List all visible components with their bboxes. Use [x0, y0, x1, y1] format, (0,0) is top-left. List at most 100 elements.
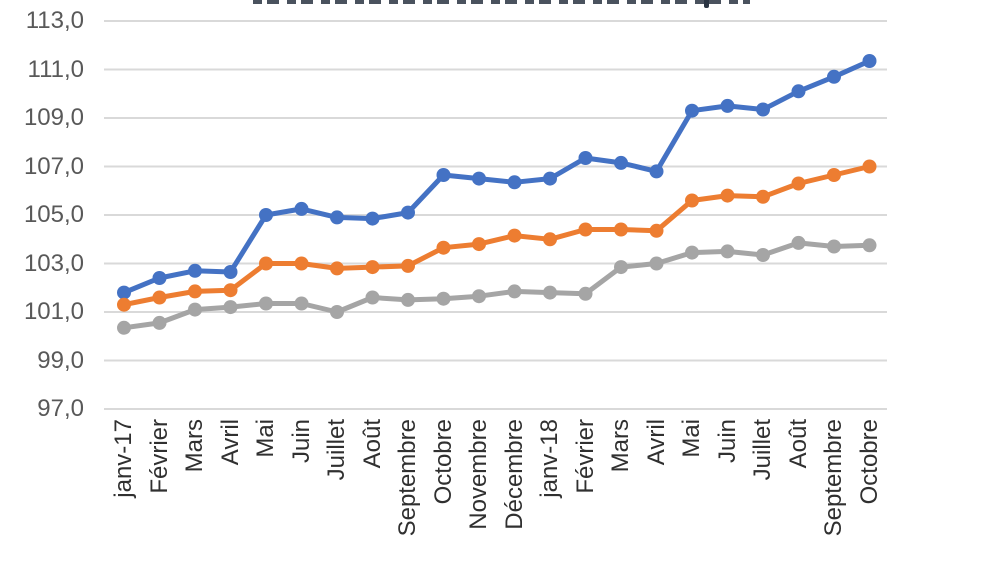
serie-orange-marker: [436, 240, 451, 255]
serie-bleue-marker: [117, 285, 131, 300]
y-tick-label: 113,0: [25, 7, 84, 34]
truncated-chart-title-descender: [704, 0, 709, 8]
serie-bleue-marker: [188, 263, 202, 278]
serie-grise-marker: [862, 238, 877, 253]
serie-bleue-marker: [507, 175, 522, 190]
y-tick-label: 105,0: [23, 201, 84, 228]
y-tick-label: 101,0: [23, 298, 84, 325]
serie-orange-marker: [259, 256, 273, 271]
x-tick-label: Octobre: [429, 419, 457, 505]
serie-orange-marker: [401, 258, 415, 273]
x-tick-label: Mai: [678, 419, 705, 458]
x-tick-label: Juillet: [749, 419, 776, 481]
serie-grise-marker: [543, 285, 557, 300]
serie-bleue-marker: [614, 155, 628, 170]
y-tick-label: 103,0: [23, 249, 84, 277]
y-tick-label: 99,0: [37, 346, 84, 374]
x-tick-label: Août: [358, 419, 386, 469]
serie-orange-marker: [827, 168, 841, 182]
serie-grise-marker: [827, 239, 841, 254]
serie-orange-marker: [152, 290, 167, 305]
serie-grise-marker: [507, 284, 522, 299]
serie-orange-marker: [649, 223, 664, 238]
serie-bleue-marker: [259, 208, 273, 222]
serie-grise-marker: [649, 256, 664, 271]
serie-grise-marker: [117, 320, 131, 335]
x-tick-label: janv-17: [110, 419, 137, 498]
serie-bleue-line: [121, 58, 872, 296]
serie-bleue-marker: [827, 69, 841, 84]
serie-orange-marker: [472, 237, 486, 252]
serie-grise-marker: [223, 300, 238, 315]
serie-orange-marker: [862, 159, 877, 174]
serie-orange-marker: [720, 188, 735, 203]
x-tick-label: Novembre: [465, 419, 492, 530]
serie-grise-marker: [401, 292, 415, 307]
x-tick-label: Juin: [287, 419, 315, 464]
serie-bleue-marker: [578, 151, 593, 165]
x-tick-label: Avril: [216, 419, 244, 466]
y-tick-label: 109,0: [23, 104, 84, 131]
serie-grise-marker: [614, 260, 628, 275]
serie-orange-marker: [223, 283, 238, 298]
serie-orange-marker: [756, 189, 770, 204]
serie-orange-marker: [365, 260, 380, 275]
serie-orange-marker: [117, 297, 131, 312]
x-tick-label: Avril: [642, 419, 670, 466]
serie-bleue-marker: [543, 171, 557, 186]
serie-bleue-marker: [436, 168, 451, 182]
serie-orange-line: [121, 164, 872, 308]
serie-grise-marker: [294, 296, 309, 311]
serie-grise-marker: [365, 290, 380, 305]
serie-bleue-marker: [720, 98, 735, 113]
x-tick-label: janv-18: [536, 419, 563, 498]
serie-orange-marker: [188, 284, 202, 299]
serie-orange-marker: [507, 228, 522, 243]
serie-grise-marker: [685, 245, 699, 260]
x-tick-label: Février: [145, 419, 173, 494]
serie-bleue-marker: [401, 205, 415, 220]
x-tick-label: Octobre: [855, 419, 883, 505]
x-tick-label: Février: [571, 419, 599, 494]
x-tick-label: Mai: [252, 419, 279, 458]
x-tick-label: Mars: [607, 419, 634, 473]
serie-grise-marker: [578, 286, 593, 301]
serie-grise-marker: [756, 248, 770, 262]
serie-orange-marker: [543, 232, 557, 247]
serie-grise-marker: [720, 244, 735, 259]
serie-grise-marker: [330, 305, 344, 319]
serie-bleue-marker: [791, 84, 806, 99]
serie-orange-marker: [685, 193, 699, 208]
serie-bleue-marker: [862, 54, 877, 68]
serie-orange-marker: [330, 261, 344, 276]
serie-orange-marker: [791, 176, 806, 191]
y-tick-label: 97,0: [37, 395, 84, 422]
truncated-chart-title: [253, 0, 750, 4]
serie-orange-marker: [294, 256, 309, 271]
serie-bleue-marker: [365, 211, 380, 226]
serie-grise-line: [121, 240, 872, 331]
serie-bleue-marker: [649, 164, 664, 179]
x-tick-label: Mars: [181, 419, 208, 473]
serie-grise-marker: [436, 291, 451, 306]
x-tick-label: Août: [784, 419, 812, 469]
serie-bleue-marker: [294, 201, 309, 216]
serie-orange-marker: [578, 222, 593, 237]
x-tick-label: Juin: [713, 419, 741, 464]
serie-bleue-marker: [152, 271, 167, 285]
serie-bleue-marker: [472, 171, 486, 186]
serie-bleue-marker: [685, 103, 699, 118]
serie-grise-marker: [791, 235, 806, 250]
y-tick-label: 111,0: [27, 55, 85, 83]
serie-bleue-marker: [223, 265, 238, 279]
y-tick-label: 107,0: [23, 152, 84, 180]
serie-grise-marker: [152, 315, 167, 330]
serie-grise-marker: [472, 289, 486, 304]
x-tick-label: Décembre: [500, 419, 528, 530]
serie-bleue-marker: [330, 210, 344, 225]
x-tick-label: Septembre: [820, 419, 847, 537]
serie-grise-marker: [259, 296, 273, 311]
x-tick-label: Septembre: [394, 419, 421, 537]
